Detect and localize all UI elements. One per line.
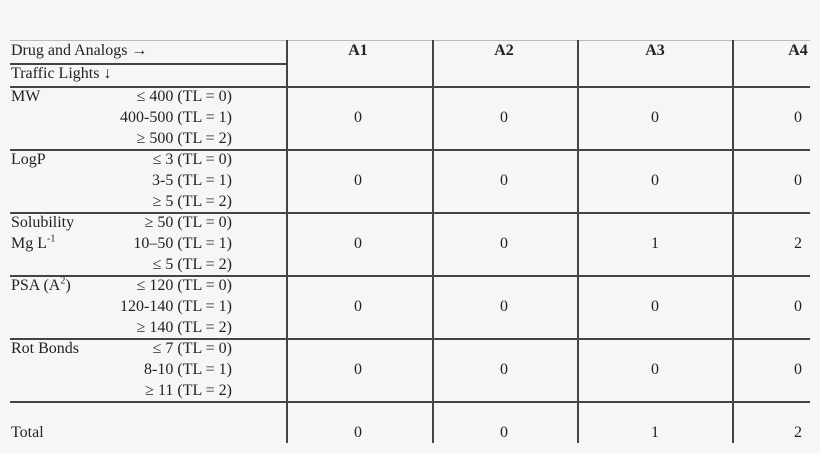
cell-value: 2 (794, 235, 802, 252)
total-label: Total (11, 424, 44, 441)
criterion: 120-140 (TL = 1) (120, 298, 232, 315)
criterion: ≥ 500 (TL = 2) (136, 130, 232, 147)
rule-top (10, 40, 810, 41)
column-header-a4: A4 (788, 42, 808, 59)
row-name-end: ) (65, 277, 71, 294)
cell-value: 0 (500, 172, 508, 189)
row-divider (10, 149, 810, 151)
cell-value: 0 (354, 172, 362, 189)
cell-value: 0 (500, 298, 508, 315)
column-header-a3: A3 (645, 42, 665, 59)
total-value: 0 (500, 424, 508, 441)
criterion: ≤ 5 (TL = 2) (152, 256, 232, 273)
cell-value: 0 (500, 235, 508, 252)
row-divider (10, 86, 810, 88)
column-divider (286, 40, 288, 443)
row-unit: Mg L-1 (11, 234, 55, 254)
criterion: ≤ 120 (TL = 0) (136, 277, 232, 294)
row-label: Solubility (11, 213, 74, 233)
criterion: 8-10 (TL = 1) (144, 361, 232, 378)
criterion: ≥ 140 (TL = 2) (136, 319, 232, 336)
cell-value: 1 (651, 235, 659, 252)
total-value: 2 (794, 424, 802, 441)
cell-value: 0 (354, 298, 362, 315)
superscript: -1 (47, 233, 56, 245)
cell-value: 0 (500, 361, 508, 378)
header-drug-analogs: Drug and Analogs → (11, 42, 148, 59)
criterion: 3-5 (TL = 1) (152, 172, 232, 189)
cell-value: 0 (354, 235, 362, 252)
column-divider (577, 40, 579, 443)
row-name: Solubility (11, 214, 75, 231)
cell-value: 0 (794, 361, 802, 378)
cell-value: 0 (794, 172, 802, 189)
column-header-a1: A1 (348, 42, 368, 59)
cell-value: 0 (651, 172, 659, 189)
criterion: 10–50 (TL = 1) (133, 235, 232, 252)
row-name: LogP (11, 151, 46, 168)
superscript: 2 (60, 275, 66, 287)
cell-value: 0 (794, 109, 802, 126)
cell-value: 0 (500, 109, 508, 126)
row-label: LogP (11, 150, 46, 170)
criterion: ≤ 3 (TL = 0) (152, 151, 232, 168)
criterion: ≤ 7 (TL = 0) (152, 340, 232, 357)
unit-text: Mg L (11, 235, 47, 252)
cell-value: 0 (651, 109, 659, 126)
cell-value: 0 (651, 298, 659, 315)
criterion: ≤ 400 (TL = 0) (136, 88, 232, 105)
row-divider (10, 212, 810, 214)
criterion: ≥ 11 (TL = 2) (145, 382, 232, 399)
column-header-a2: A2 (494, 42, 514, 59)
criterion: 400-500 (TL = 1) (120, 109, 232, 126)
cell-value: 0 (354, 361, 362, 378)
row-divider (10, 401, 810, 403)
column-divider (732, 40, 734, 443)
total-value: 0 (354, 424, 362, 441)
header-traffic-lights: Traffic Lights ↓ (11, 65, 112, 82)
rule-header-left (10, 63, 286, 65)
row-label: Rot Bonds (11, 339, 79, 359)
row-label: PSA (A2) (11, 276, 71, 296)
cell-value: 0 (651, 361, 659, 378)
row-divider (10, 275, 810, 277)
row-divider (10, 338, 810, 340)
row-name: Rot Bonds (11, 340, 80, 357)
cell-value: 0 (354, 109, 362, 126)
criterion: ≥ 50 (TL = 0) (144, 214, 232, 231)
cell-value: 0 (794, 298, 802, 315)
total-value: 1 (651, 424, 659, 441)
row-name: PSA (A (11, 277, 61, 294)
criterion: ≥ 5 (TL = 2) (152, 193, 232, 210)
row-name: MW (11, 88, 41, 105)
row-label: MW (11, 87, 40, 107)
column-divider (432, 40, 434, 443)
